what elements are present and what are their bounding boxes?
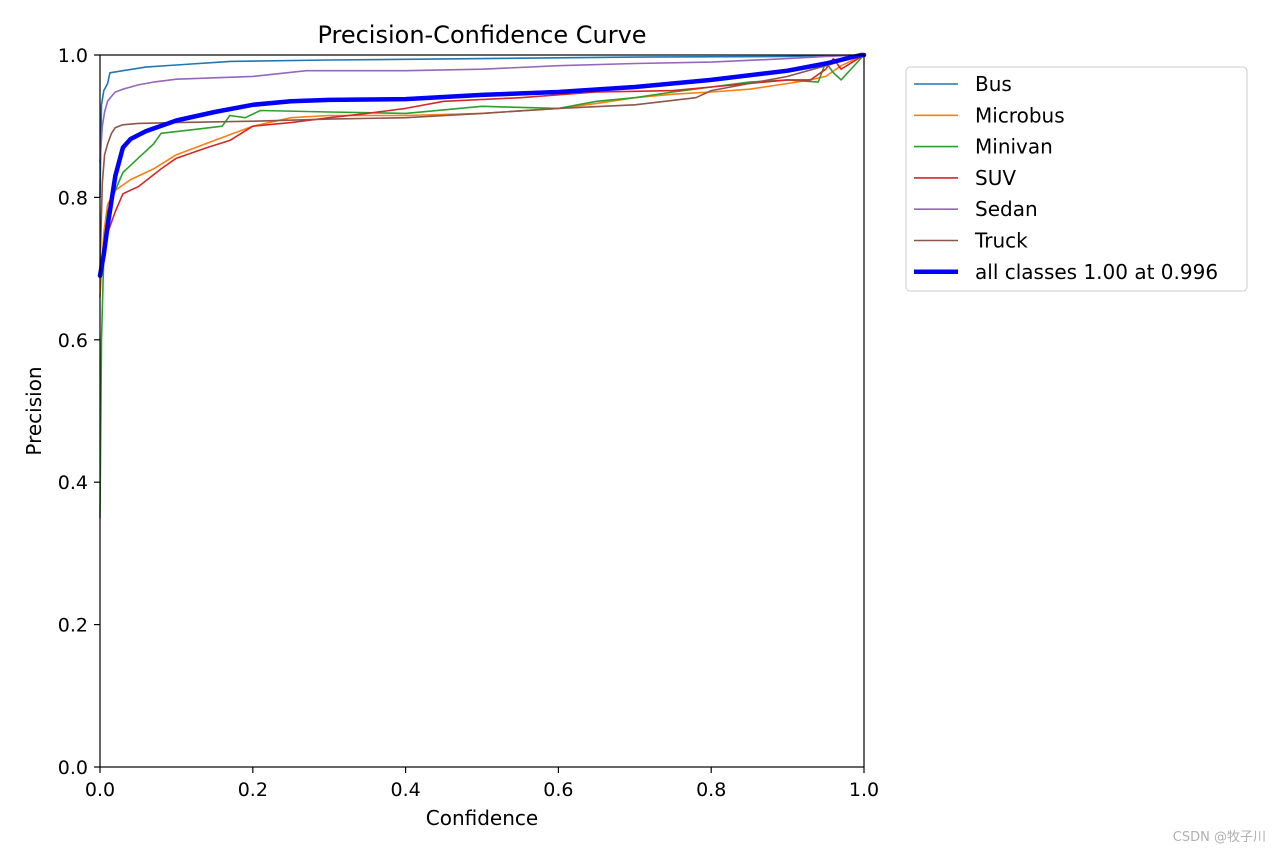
x-tick-label: 0.0 <box>85 779 115 801</box>
y-tick-label: 0.2 <box>58 615 88 637</box>
series-line-6 <box>97 52 867 278</box>
y-tick-label: 0.4 <box>58 472 88 494</box>
x-axis: 0.0 0.2 0.4 0.6 0.8 1.0 <box>85 767 879 801</box>
series-line-1 <box>99 54 865 298</box>
y-tick-label: 0.8 <box>58 187 88 209</box>
series-line-2 <box>99 54 865 519</box>
series-line-3 <box>99 54 865 270</box>
series-line-5 <box>99 54 865 270</box>
series-line-0 <box>99 54 865 199</box>
legend-frame <box>905 66 1248 292</box>
legend: Bus Microbus Minivan SUV Sedan Truck all class… <box>905 66 1248 292</box>
series-layer <box>97 52 867 519</box>
x-tick-label: 0.2 <box>238 779 268 801</box>
x-axis-title: Confidence <box>426 806 538 830</box>
legend-label: all classes 1.00 at 0.996 <box>975 260 1218 284</box>
legend-label: Minivan <box>975 135 1053 159</box>
x-tick-label: 0.8 <box>696 779 726 801</box>
legend-label: Bus <box>975 72 1012 96</box>
legend-label: SUV <box>975 166 1016 190</box>
x-tick-label: 0.6 <box>543 779 573 801</box>
y-tick-label: 0.6 <box>58 330 88 352</box>
y-axis-title: Precision <box>22 366 46 455</box>
y-axis: 0.0 0.2 0.4 0.6 0.8 1.0 <box>58 45 100 779</box>
legend-label: Truck <box>974 229 1028 253</box>
x-tick-label: 0.4 <box>390 779 420 801</box>
legend-label: Microbus <box>975 103 1065 127</box>
legend-label: Sedan <box>975 197 1038 221</box>
y-tick-label: 0.0 <box>58 757 88 779</box>
watermark: CSDN @牧子川 <box>1172 830 1266 845</box>
y-tick-label: 1.0 <box>58 45 88 67</box>
plot-frame <box>99 54 865 768</box>
series-line-4 <box>99 54 865 163</box>
x-tick-label: 1.0 <box>849 779 879 801</box>
chart-title: Precision-Confidence Curve <box>317 21 646 49</box>
